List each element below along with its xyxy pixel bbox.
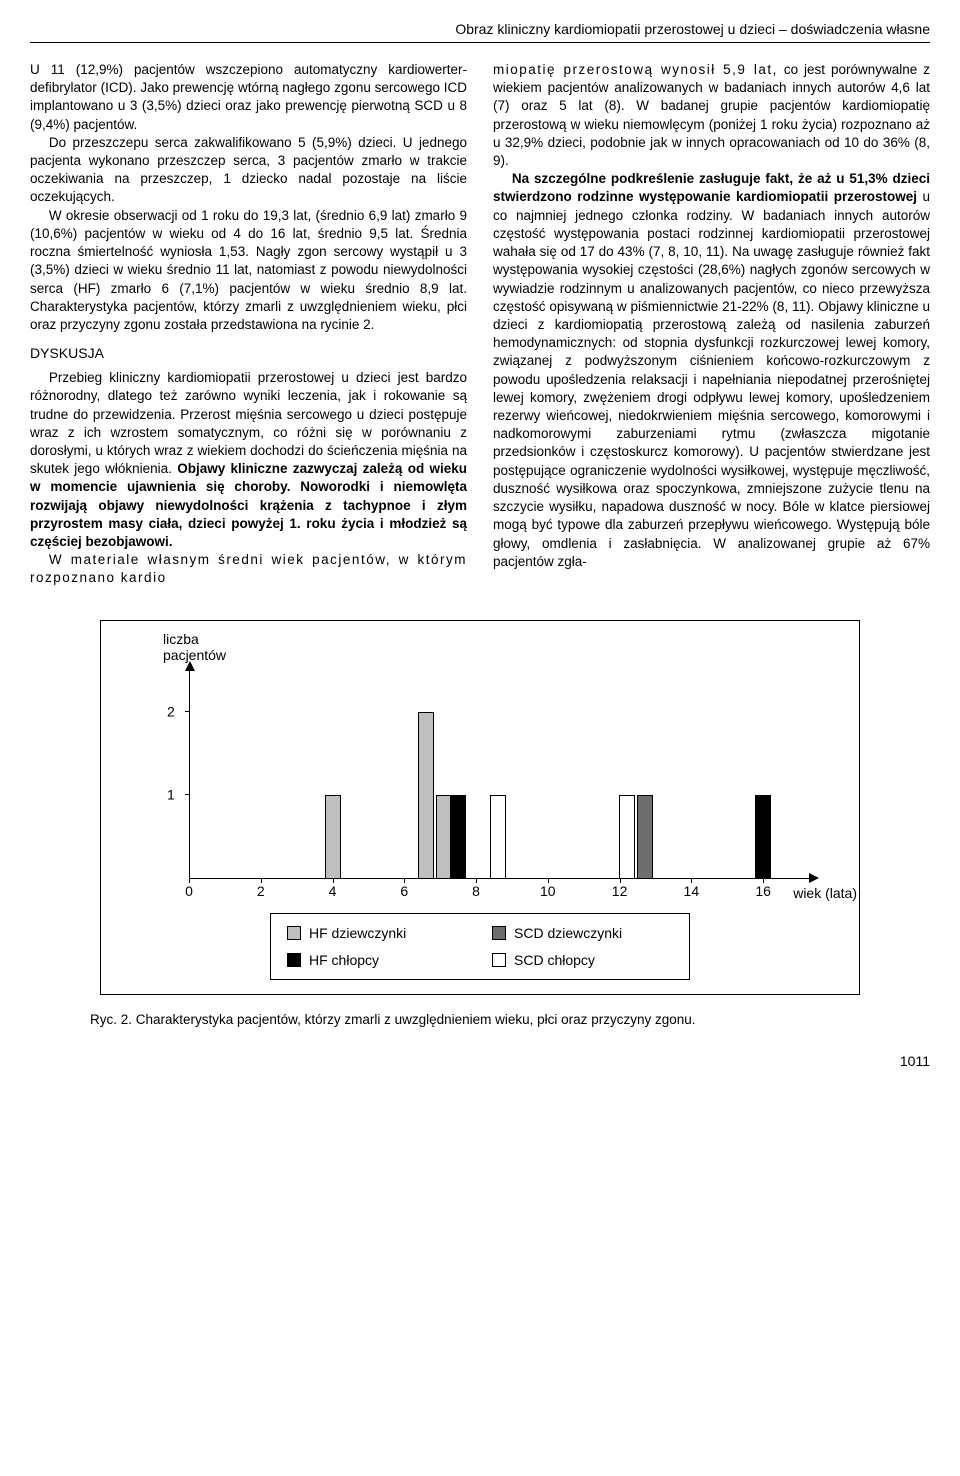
x-axis-label: wiek (lata) xyxy=(793,884,857,903)
figure-caption: Ryc. 2. Charakterystyka pacjentów, którz… xyxy=(90,1011,930,1029)
xtick-label: 14 xyxy=(684,882,700,901)
right-column: miopatię przerostową wynosił 5,9 lat, co… xyxy=(493,61,930,588)
bar xyxy=(755,795,771,878)
y-axis-label: liczbapacjentów xyxy=(163,631,226,665)
section-heading: DYSKUSJA xyxy=(30,344,467,363)
bar xyxy=(325,795,341,878)
xtick-label: 10 xyxy=(540,882,556,901)
figure-box: liczbapacjentów wiek (lata) 024681012141… xyxy=(100,620,860,996)
legend: HF dziewczynki SCD dziewczynki HF chłopcy S… xyxy=(270,913,690,981)
legend-label: SCD chłopcy xyxy=(514,951,595,970)
bar xyxy=(450,795,466,878)
figure-2: liczbapacjentów wiek (lata) 024681012141… xyxy=(30,620,930,1030)
xtick-label: 6 xyxy=(400,882,408,901)
legend-swatch xyxy=(287,953,301,967)
bar xyxy=(418,712,434,879)
running-head: Obraz kliniczny kardiomiopatii przerosto… xyxy=(30,20,930,43)
xtick-label: 8 xyxy=(472,882,480,901)
page-number: 1011 xyxy=(30,1052,930,1071)
bar xyxy=(619,795,635,878)
legend-item: SCD chłopcy xyxy=(492,951,673,970)
ytick-label: 1 xyxy=(167,786,175,805)
text: u co najmniej jednego członka rodziny. W… xyxy=(493,189,930,568)
para: W materiale własnym średni wiek pacjentó… xyxy=(30,551,467,587)
spaced-text: miopatię przerostową wynosił 5,9 lat, xyxy=(493,62,778,77)
bold-text: Na szczególne podkreślenie zasługuje fak… xyxy=(493,171,930,204)
legend-swatch xyxy=(492,926,506,940)
para: U 11 (12,9%) pacjentów wszczepiono autom… xyxy=(30,61,467,134)
bar xyxy=(490,795,506,878)
para: Do przeszczepu serca zakwalifikowano 5 (… xyxy=(30,134,467,207)
xtick-label: 12 xyxy=(612,882,628,901)
legend-item: SCD dziewczynki xyxy=(492,924,673,943)
arrow-up-icon xyxy=(185,661,195,671)
ytick-mark xyxy=(185,711,189,712)
arrow-right-icon xyxy=(809,873,819,883)
para: Na szczególne podkreślenie zasługuje fak… xyxy=(493,170,930,571)
legend-item: HF dziewczynki xyxy=(287,924,468,943)
spaced-text: W materiale własnym średni wiek pacjentó… xyxy=(30,552,467,585)
legend-label: HF dziewczynki xyxy=(309,924,406,943)
text: co jest porównywalne z wiekiem pacjentów… xyxy=(493,62,930,168)
xtick-label: 0 xyxy=(185,882,193,901)
bar-chart: liczbapacjentów wiek (lata) 024681012141… xyxy=(155,637,815,907)
xtick-label: 2 xyxy=(257,882,265,901)
two-column-body: U 11 (12,9%) pacjentów wszczepiono autom… xyxy=(30,61,930,588)
legend-item: HF chłopcy xyxy=(287,951,468,970)
legend-swatch xyxy=(287,926,301,940)
ytick-label: 2 xyxy=(167,703,175,722)
legend-label: HF chłopcy xyxy=(309,951,379,970)
para: miopatię przerostową wynosił 5,9 lat, co… xyxy=(493,61,930,170)
xtick-label: 4 xyxy=(329,882,337,901)
para: W okresie obserwacji od 1 roku do 19,3 l… xyxy=(30,207,467,335)
legend-label: SCD dziewczynki xyxy=(514,924,622,943)
ytick-mark xyxy=(185,794,189,795)
legend-swatch xyxy=(492,953,506,967)
xtick-label: 16 xyxy=(755,882,771,901)
bar xyxy=(637,795,653,878)
y-axis xyxy=(189,669,190,879)
left-column: U 11 (12,9%) pacjentów wszczepiono autom… xyxy=(30,61,467,588)
plot-area: wiek (lata) 024681012141612 xyxy=(189,679,799,879)
para: Przebieg kliniczny kardiomiopatii przero… xyxy=(30,369,467,551)
